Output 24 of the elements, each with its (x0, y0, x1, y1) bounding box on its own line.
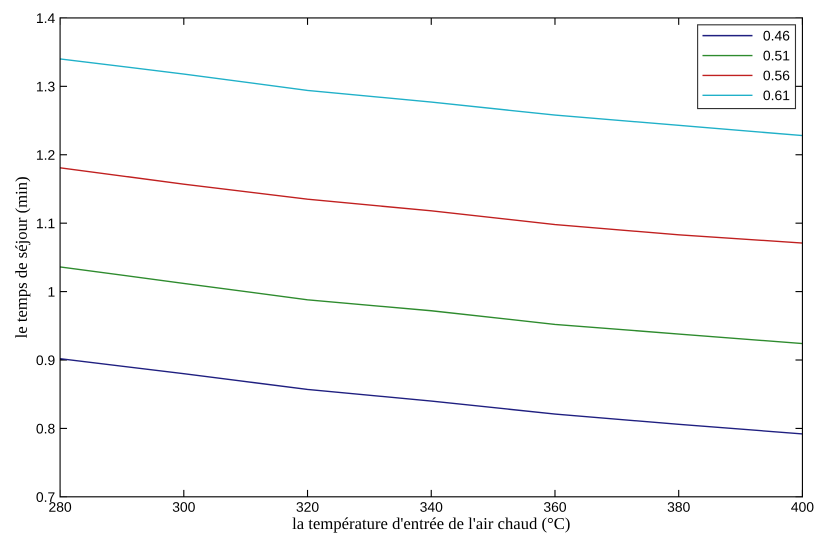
y-tick-label: 1.1 (36, 218, 55, 228)
line-series (60, 167, 802, 244)
legend-label: 0.56 (763, 70, 790, 80)
x-tick-label: 320 (296, 502, 319, 512)
legend-label: 0.51 (763, 50, 790, 61)
x-tick-label: 340 (420, 502, 442, 512)
x-axis-title: la température d'entrée de l'air chaud (°C) (292, 517, 570, 533)
line-series (60, 358, 802, 435)
legend-label: 0.61 (763, 90, 790, 100)
y-tick-label: 0.8 (36, 424, 55, 434)
x-tick-label: 280 (49, 502, 72, 512)
y-tick-label: 1 (48, 287, 55, 297)
line-series (60, 266, 802, 344)
x-tick-label: 360 (544, 502, 566, 512)
legend-label: 0.46 (763, 30, 790, 41)
y-tick-label: 0.7 (36, 492, 55, 502)
y-tick-label: 0.9 (36, 355, 55, 366)
x-tick-label: 380 (668, 502, 690, 512)
x-tick-label: 400 (791, 502, 814, 512)
y-axis-title: le temps de séjour (min) (15, 177, 30, 338)
y-tick-label: 1.2 (36, 150, 55, 160)
x-tick-label: 300 (172, 502, 195, 512)
y-tick-label: 1.3 (36, 82, 55, 92)
y-tick-label: 1.4 (36, 13, 55, 23)
